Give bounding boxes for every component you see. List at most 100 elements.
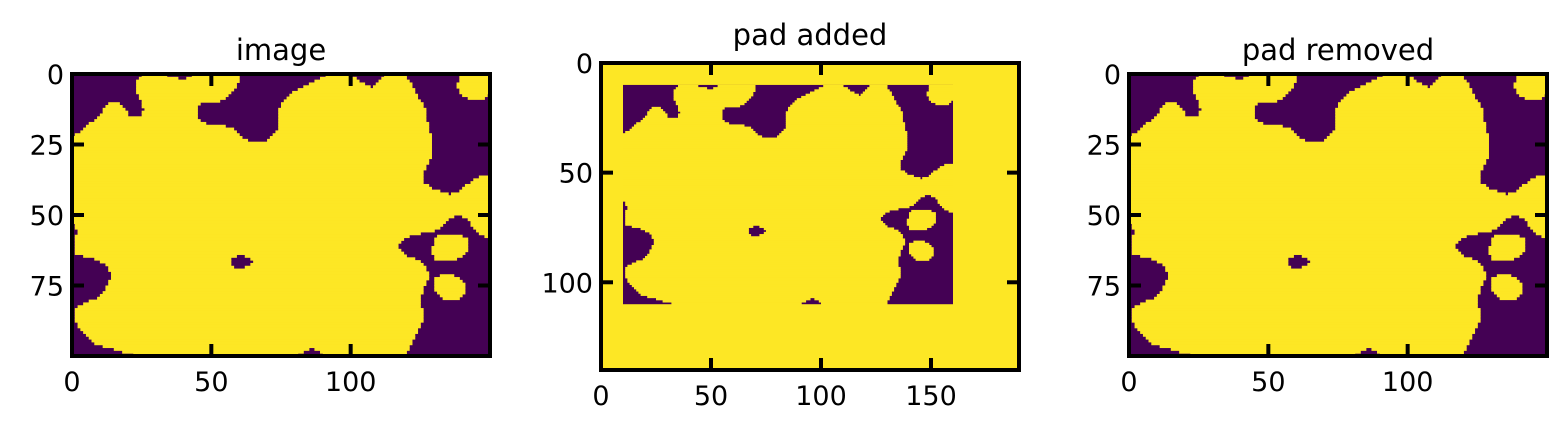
- heatmap-cell: [625, 209, 890, 213]
- y-tick-label: 50: [30, 201, 64, 232]
- heatmap-cell: [99, 260, 232, 264]
- heatmap-cell: [1131, 223, 1501, 227]
- heatmap-cell: [94, 341, 413, 346]
- heatmap-cell: [805, 93, 859, 97]
- heatmap-cell: [623, 187, 954, 191]
- heatmap-cell: [77, 229, 435, 233]
- heatmap-cell: [292, 90, 416, 95]
- heatmap-cell: [105, 288, 424, 292]
- heatmap-cell: [636, 260, 899, 264]
- heatmap-cell: [647, 113, 668, 117]
- x-tick-label: 100: [325, 367, 377, 398]
- heatmap-cell: [434, 237, 469, 241]
- heatmap-cell: [72, 200, 490, 205]
- heatmap-cell: [1129, 220, 1503, 224]
- heatmap-cell: [72, 220, 446, 224]
- heatmap-cell: [931, 194, 954, 198]
- heatmap-cell: [1129, 189, 1498, 193]
- heatmap-cell: [931, 100, 952, 103]
- heatmap-cell: [928, 95, 954, 99]
- heatmap-cell: [759, 225, 888, 228]
- heatmap-cell: [1491, 254, 1520, 258]
- heatmap-cell: [1131, 237, 1462, 241]
- heatmap-cell: [1140, 302, 1478, 306]
- heatmap-cell: [675, 102, 745, 106]
- heatmap-cell: [111, 274, 430, 278]
- heatmap-cell: [459, 76, 490, 81]
- heatmap-cell: [1134, 305, 1478, 309]
- chart-title: pad added: [733, 18, 888, 52]
- heatmap-cell: [1371, 347, 1467, 351]
- heatmap-cell: [1324, 138, 1489, 143]
- heatmap-cell: [680, 111, 723, 114]
- heatmap-cell: [286, 96, 419, 100]
- heatmap-cell: [1129, 209, 1547, 213]
- heatmap-cell: [860, 93, 892, 97]
- heatmap-cell: [623, 185, 954, 189]
- heatmap-cell: [464, 183, 490, 188]
- heatmap-cell: [434, 279, 463, 284]
- heatmap-cell: [459, 90, 490, 95]
- heatmap-cell: [640, 227, 749, 231]
- heatmap-cell: [278, 113, 427, 117]
- heatmap-cell: [1142, 124, 1283, 129]
- heatmap-cell: [629, 282, 897, 285]
- heatmap-cell: [272, 133, 432, 137]
- heatmap-cell: [647, 253, 901, 257]
- heatmap-cell: [1137, 327, 1476, 332]
- heatmap-cell: [1516, 189, 1547, 193]
- heatmap-cell: [1198, 110, 1255, 114]
- heatmap-cell: [1131, 248, 1459, 253]
- heatmap-cell: [1198, 99, 1278, 103]
- heatmap-cell: [478, 231, 490, 236]
- heatmap-cell: [439, 293, 463, 298]
- heatmap-cell: [99, 293, 421, 298]
- heatmap-cell: [1521, 183, 1547, 188]
- heatmap-cell: [656, 297, 811, 301]
- heatmap-cell: [922, 177, 954, 180]
- heatmap-cell: [1193, 90, 1289, 95]
- heatmap-cell: [1438, 76, 1464, 81]
- heatmap-cell: [1535, 175, 1547, 179]
- heatmap-cell: [1193, 79, 1297, 83]
- heatmap-cell: [1432, 82, 1470, 86]
- heatmap-cell: [625, 223, 886, 226]
- heatmap-cell: [467, 96, 485, 100]
- heatmap-cell: [678, 106, 725, 110]
- heatmap-cell: [1151, 119, 1258, 123]
- heatmap-cell: [1129, 212, 1547, 216]
- heatmap-cell: [1159, 291, 1481, 295]
- heatmap-cell: [94, 257, 232, 261]
- heatmap-cell: [785, 113, 903, 117]
- heatmap-cell: [102, 291, 424, 295]
- heatmap-cell: [651, 236, 903, 239]
- heatmap-cell: [1524, 217, 1547, 222]
- y-tick-label: 0: [47, 60, 64, 91]
- heatmap-cell: [97, 116, 198, 120]
- heatmap-cell: [1488, 251, 1523, 255]
- heatmap-cell: [911, 253, 934, 257]
- heatmap-cell: [1165, 265, 1292, 270]
- heatmap-cell: [74, 237, 405, 241]
- heatmap-cell: [138, 76, 179, 81]
- heatmap-cell: [74, 243, 399, 247]
- heatmap-cell: [1129, 178, 1481, 182]
- heatmap-cell: [906, 223, 934, 226]
- heatmap-cell: [74, 226, 441, 230]
- heatmap-cell: [1513, 85, 1547, 89]
- heatmap-cell: [909, 212, 936, 215]
- heatmap-cell: [136, 85, 237, 89]
- heatmap-cell: [779, 133, 908, 136]
- heatmap-cell: [1519, 186, 1547, 191]
- heatmap-cell: [653, 242, 906, 246]
- heatmap-cell: [623, 166, 901, 169]
- heatmap-cell: [74, 308, 424, 312]
- heatmap-image: [601, 63, 1019, 370]
- y-tick-label: 50: [559, 159, 593, 190]
- heatmap-cell: [459, 189, 490, 193]
- heatmap-cell: [1129, 175, 1481, 179]
- heatmap-cell: [627, 277, 899, 281]
- heatmap-cell: [111, 277, 430, 281]
- heatmap-cell: [1165, 268, 1484, 272]
- heatmap-cell: [1131, 313, 1481, 318]
